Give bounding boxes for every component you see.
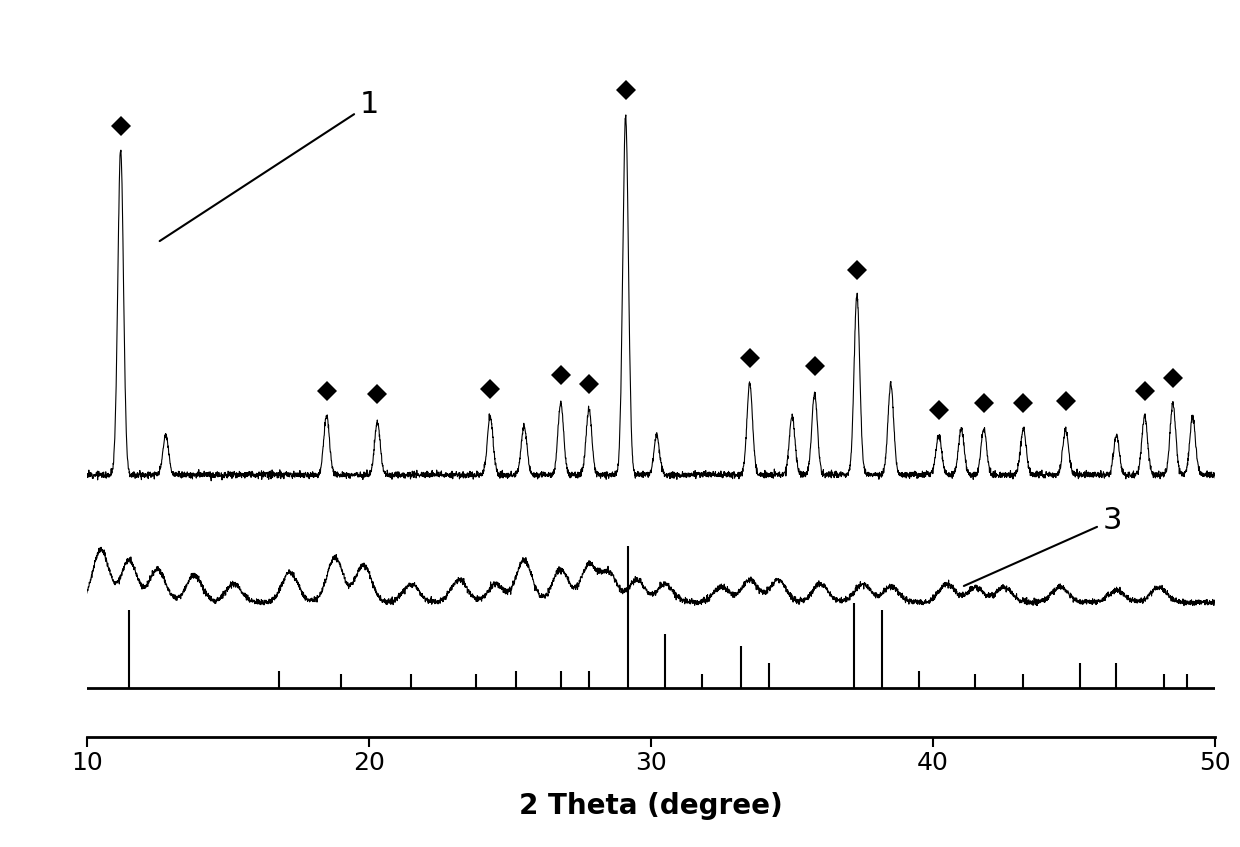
Text: 3: 3 bbox=[963, 506, 1122, 586]
Text: 1: 1 bbox=[160, 90, 378, 241]
X-axis label: 2 Theta (degree): 2 Theta (degree) bbox=[520, 792, 782, 820]
